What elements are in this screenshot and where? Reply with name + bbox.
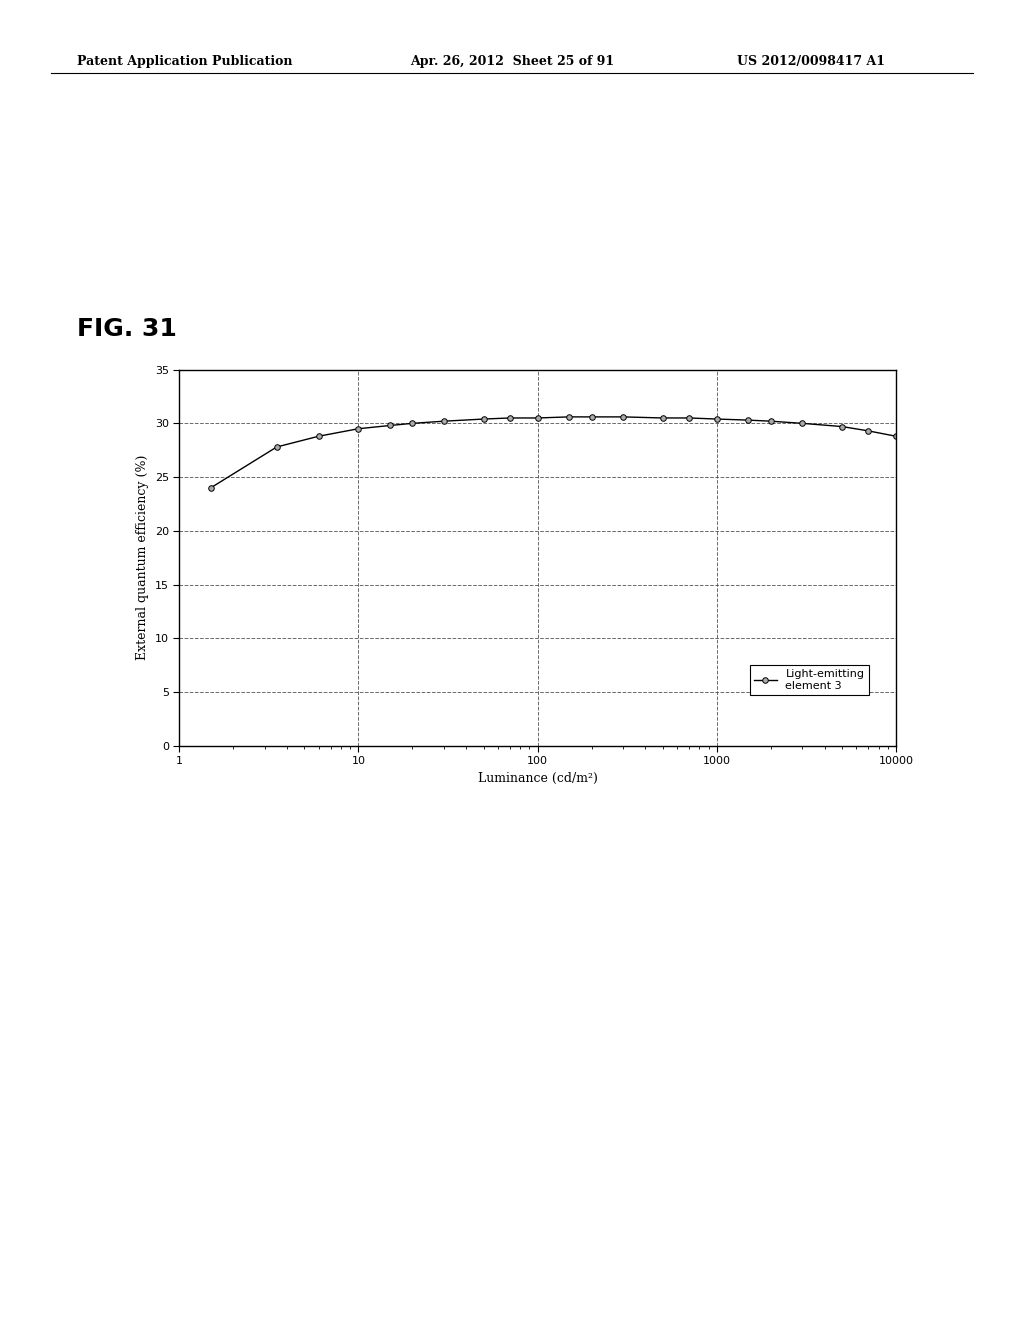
Light-emitting
element 3 <box>683 411 695 426</box>
Y-axis label: External quantum efficiency (%): External quantum efficiency (%) <box>136 455 150 660</box>
Light-emitting
element 3 <box>352 421 365 437</box>
Legend: Light-emitting
element 3: Light-emitting element 3 <box>750 664 869 696</box>
Light-emitting
element 3 <box>384 417 396 433</box>
Light-emitting
element 3 <box>742 412 755 428</box>
Light-emitting
element 3 <box>890 428 902 444</box>
Light-emitting
element 3 <box>656 411 669 426</box>
Light-emitting
element 3 <box>477 411 489 426</box>
Light-emitting
element 3 <box>270 440 283 455</box>
X-axis label: Luminance (cd/m²): Luminance (cd/m²) <box>477 772 598 785</box>
Light-emitting
element 3 <box>504 411 516 426</box>
Line: Light-emitting
element 3: Light-emitting element 3 <box>208 414 899 491</box>
Light-emitting
element 3 <box>586 409 598 425</box>
Light-emitting
element 3 <box>437 413 450 429</box>
Light-emitting
element 3 <box>862 422 874 438</box>
Light-emitting
element 3 <box>531 411 544 426</box>
Light-emitting
element 3 <box>836 418 848 434</box>
Text: Apr. 26, 2012  Sheet 25 of 91: Apr. 26, 2012 Sheet 25 of 91 <box>410 55 613 69</box>
Light-emitting
element 3 <box>407 416 419 432</box>
Light-emitting
element 3 <box>616 409 629 425</box>
Light-emitting
element 3 <box>796 416 808 432</box>
Text: FIG. 31: FIG. 31 <box>77 317 177 341</box>
Text: Patent Application Publication: Patent Application Publication <box>77 55 292 69</box>
Light-emitting
element 3 <box>205 480 217 496</box>
Light-emitting
element 3 <box>711 411 723 426</box>
Light-emitting
element 3 <box>765 413 777 429</box>
Light-emitting
element 3 <box>563 409 575 425</box>
Light-emitting
element 3 <box>312 428 325 444</box>
Text: US 2012/0098417 A1: US 2012/0098417 A1 <box>737 55 886 69</box>
